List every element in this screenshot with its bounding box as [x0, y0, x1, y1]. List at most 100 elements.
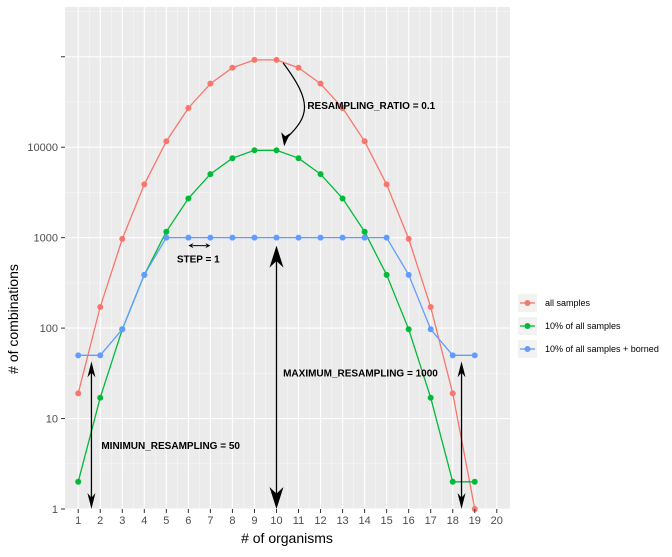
x-tick-label: 11 — [293, 515, 304, 527]
arrowhead — [87, 361, 96, 378]
arrowhead — [457, 493, 466, 509]
data-point — [273, 56, 280, 63]
x-tick-label: 7 — [207, 515, 213, 527]
data-point — [427, 304, 434, 311]
annotation-arrow — [282, 62, 306, 139]
data-point — [295, 155, 302, 162]
data-point — [405, 271, 412, 278]
y-tick-label: 1000 — [34, 233, 58, 245]
data-point — [361, 138, 368, 145]
legend-label: all samples — [545, 298, 591, 308]
data-point — [141, 181, 148, 188]
x-tick-label: 19 — [469, 515, 481, 527]
data-point — [229, 155, 236, 162]
arrowhead — [205, 243, 211, 249]
data-point — [317, 171, 324, 178]
arrowhead — [457, 361, 466, 378]
data-point — [185, 195, 192, 202]
arrowhead — [87, 493, 96, 509]
x-tick-label: 9 — [251, 515, 257, 527]
data-point — [97, 394, 104, 401]
x-tick-label: 2 — [97, 515, 103, 527]
data-point — [273, 234, 280, 241]
x-tick-label: 6 — [185, 515, 191, 527]
data-point — [119, 235, 126, 242]
data-point — [427, 394, 434, 401]
data-point — [141, 271, 148, 278]
data-point — [119, 326, 126, 333]
data-point — [207, 80, 214, 87]
x-tick-label: 12 — [314, 515, 326, 527]
x-tick-label: 14 — [358, 515, 370, 527]
data-point — [229, 234, 236, 241]
legend-key-point — [524, 323, 531, 329]
axes: 1 2 3 4 5 6 7 8 9 10 11 12 13 14 15 16 17 18 19 20110100100… — [27, 56, 503, 527]
data-point — [471, 478, 478, 485]
annotation-label: STEP = 1 — [177, 255, 220, 266]
x-tick-label: 18 — [447, 515, 459, 527]
data-point — [185, 234, 192, 241]
x-tick-label: 3 — [119, 515, 125, 527]
data-point — [383, 271, 390, 278]
arrowhead — [269, 487, 284, 509]
data-point — [251, 147, 258, 154]
data-point — [317, 80, 324, 87]
x-axis-title: # of organisms — [241, 530, 333, 546]
data-point — [405, 326, 412, 333]
arrowhead — [269, 245, 284, 268]
data-point — [339, 234, 346, 241]
y-tick-label: 100 — [40, 323, 58, 335]
data-point — [449, 478, 456, 485]
x-tick-label: 13 — [336, 515, 348, 527]
annotation-label: MINIMUN_RESAMPLING = 50 — [101, 441, 240, 452]
x-tick-label: 20 — [491, 515, 503, 527]
legend-key-point — [524, 346, 531, 352]
data-point — [251, 56, 258, 63]
y-axis-title: # of combinations — [5, 264, 21, 374]
data-point — [295, 64, 302, 71]
y-tick-label: 10000 — [27, 142, 58, 154]
legend: all samples 10% of all samples 10% of all … — [518, 290, 668, 362]
x-tick-label: 5 — [163, 515, 169, 527]
data-point — [317, 234, 324, 241]
data-point — [449, 390, 456, 397]
data-point — [75, 390, 82, 397]
annotation-label: MAXIMUM_RESAMPLING = 1000 — [283, 368, 438, 379]
data-point — [383, 234, 390, 241]
data-point — [207, 234, 214, 241]
arrowhead — [281, 132, 291, 147]
data-point — [163, 234, 170, 241]
x-tick-label: 10 — [270, 515, 282, 527]
data-point — [405, 235, 412, 242]
data-point — [273, 147, 280, 154]
data-point — [207, 171, 214, 178]
legend-box — [518, 290, 668, 362]
legend-label: 10% of all samples + borned — [545, 344, 659, 354]
data-point — [97, 352, 104, 359]
data-point — [97, 304, 104, 311]
data-point — [361, 234, 368, 241]
x-tick-label: 4 — [141, 515, 147, 527]
annotation-layer: RESAMPLING_RATIO = 0.1 STEP = 1 MAXIMUM_RE… — [87, 62, 466, 509]
x-tick-label: 16 — [403, 515, 415, 527]
data-point — [449, 352, 456, 359]
data-point — [185, 104, 192, 111]
data-point — [295, 234, 302, 241]
series-layer — [75, 56, 478, 512]
data-point — [339, 195, 346, 202]
annotation-label: RESAMPLING_RATIO = 0.1 — [307, 101, 435, 112]
x-tick-label: 17 — [425, 515, 437, 527]
data-point — [163, 138, 170, 145]
x-tick-label: 1 — [75, 515, 81, 527]
data-point — [75, 352, 82, 359]
arrowhead — [188, 243, 194, 249]
x-tick-label: 8 — [229, 515, 235, 527]
data-point — [163, 228, 170, 235]
x-tick-label: 15 — [381, 515, 393, 527]
data-point — [251, 234, 258, 241]
legend-key-point — [524, 300, 531, 306]
data-point — [75, 478, 82, 485]
legend-label: 10% of all samples — [545, 321, 621, 331]
data-point — [339, 104, 346, 111]
